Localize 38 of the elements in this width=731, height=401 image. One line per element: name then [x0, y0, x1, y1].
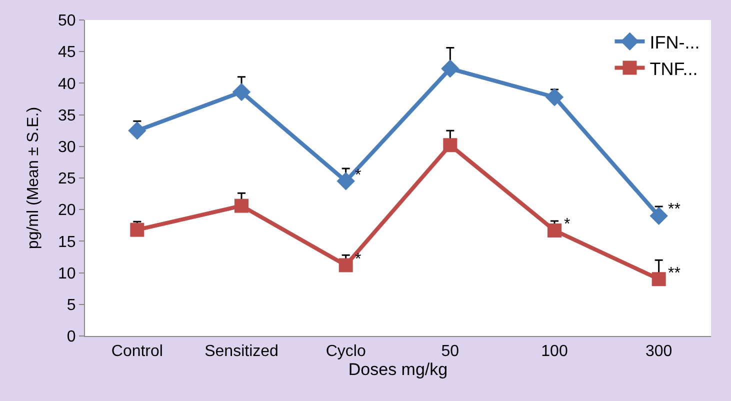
point [128, 122, 146, 140]
y-tick-label: 40 [58, 76, 76, 93]
x-tick-label: Cyclo [326, 343, 366, 360]
y-tick-label: 25 [58, 170, 76, 188]
x-tick-label: 100 [541, 343, 568, 360]
annotation: * [355, 167, 362, 184]
point [336, 172, 355, 190]
point [232, 82, 251, 102]
legend-label: IFN-... [650, 32, 700, 52]
y-tick-label: 10 [58, 265, 76, 282]
y-tick-label: 20 [58, 202, 76, 220]
point [650, 206, 668, 226]
point [545, 88, 564, 106]
y-tick-label: 0 [66, 328, 76, 346]
point [130, 222, 144, 237]
legend-label: TNF... [650, 58, 698, 79]
annotation: ** [668, 201, 680, 218]
point [234, 198, 248, 213]
x-tick-label: Sensitized [204, 343, 278, 360]
y-tick-label: 50 [58, 12, 76, 30]
annotation: * [355, 251, 362, 268]
y-axis-title: pg/ml (Mean ± S.E.) [24, 106, 42, 250]
point [443, 138, 458, 152]
point [548, 223, 562, 238]
x-tick-label: 50 [441, 343, 460, 360]
point [652, 272, 666, 286]
y-tick-label: 45 [58, 44, 76, 62]
point [441, 60, 460, 78]
x-tick-label: Control [111, 343, 163, 360]
x-axis-title: Doses mg/kg [348, 360, 448, 380]
annotation: * [564, 216, 570, 233]
point [338, 258, 353, 272]
annotation: ** [668, 265, 680, 282]
y-tick-label: 5 [66, 297, 76, 314]
x-tick-label: 300 [645, 343, 672, 360]
y-tick-label: 35 [58, 107, 76, 124]
y-tick-label: 30 [58, 139, 76, 156]
y-tick-label: 15 [58, 234, 76, 251]
